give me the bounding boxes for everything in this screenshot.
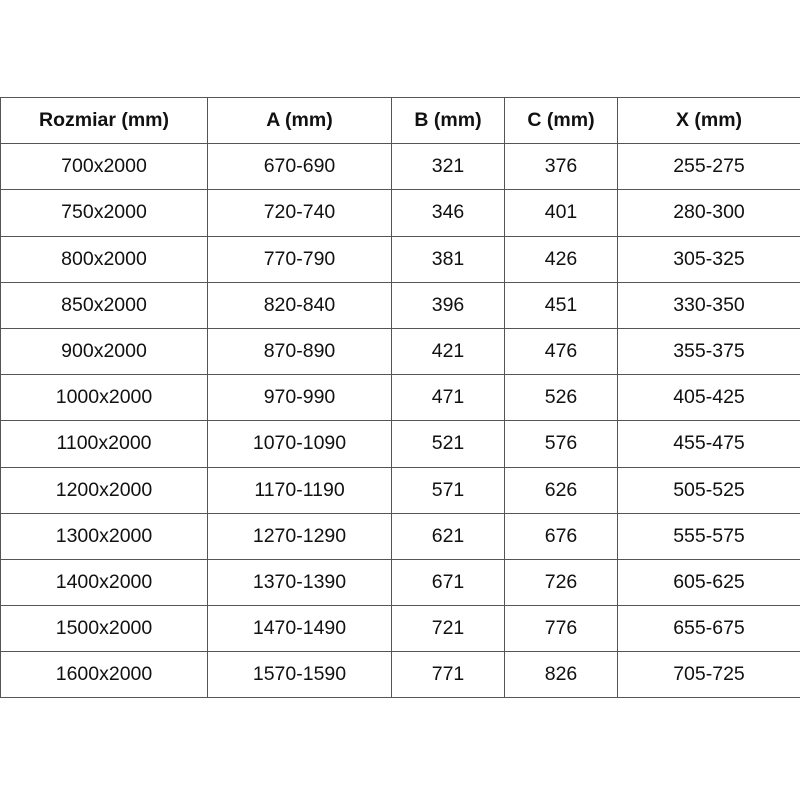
cell-a: 1370-1390 <box>207 558 392 607</box>
cell-b: 421 <box>391 327 505 376</box>
table-row: 1000x2000 970-990 471 526 405-425 <box>0 374 800 422</box>
table-row: 700x2000 670-690 321 376 255-275 <box>0 143 800 191</box>
cell-size: 800x2000 <box>0 235 208 283</box>
cell-b: 521 <box>391 420 505 468</box>
cell-c: 676 <box>504 512 618 560</box>
column-header-size: Rozmiar (mm) <box>0 96 208 145</box>
column-header-x: X (mm) <box>617 96 800 145</box>
cell-b: 671 <box>391 558 505 607</box>
cell-b: 381 <box>391 235 505 283</box>
cell-size: 1000x2000 <box>0 374 208 422</box>
cell-size: 1400x2000 <box>0 558 208 607</box>
cell-b: 471 <box>391 374 505 422</box>
cell-a: 1270-1290 <box>207 512 392 560</box>
cell-size: 1200x2000 <box>0 466 208 514</box>
header-row: Rozmiar (mm) A (mm) B (mm) C (mm) X (mm) <box>0 96 800 145</box>
cell-x: 505-525 <box>617 466 800 514</box>
column-header-b: B (mm) <box>391 96 505 145</box>
cell-b: 621 <box>391 512 505 560</box>
cell-a: 1070-1090 <box>207 420 392 468</box>
cell-c: 726 <box>504 558 618 607</box>
cell-size: 1500x2000 <box>0 605 208 653</box>
cell-b: 346 <box>391 189 505 237</box>
cell-size: 850x2000 <box>0 281 208 329</box>
table-row: 1600x2000 1570-1590 771 826 705-725 <box>0 651 800 699</box>
cell-a: 820-840 <box>207 281 392 329</box>
cell-size: 1600x2000 <box>0 651 208 699</box>
table-row: 850x2000 820-840 396 451 330-350 <box>0 281 800 329</box>
cell-c: 401 <box>504 189 618 237</box>
cell-size: 750x2000 <box>0 189 208 237</box>
cell-c: 376 <box>504 143 618 191</box>
cell-a: 720-740 <box>207 189 392 237</box>
cell-b: 571 <box>391 466 505 514</box>
column-header-a: A (mm) <box>207 96 392 145</box>
cell-a: 870-890 <box>207 327 392 376</box>
cell-c: 526 <box>504 374 618 422</box>
cell-x: 405-425 <box>617 374 800 422</box>
cell-x: 655-675 <box>617 605 800 653</box>
table-row: 1400x2000 1370-1390 671 726 605-625 <box>0 558 800 607</box>
cell-x: 605-625 <box>617 558 800 607</box>
table-row: 900x2000 870-890 421 476 355-375 <box>0 327 800 376</box>
cell-b: 771 <box>391 651 505 699</box>
cell-x: 355-375 <box>617 327 800 376</box>
cell-x: 280-300 <box>617 189 800 237</box>
cell-b: 396 <box>391 281 505 329</box>
cell-c: 776 <box>504 605 618 653</box>
cell-c: 426 <box>504 235 618 283</box>
table-row: 1200x2000 1170-1190 571 626 505-525 <box>0 466 800 514</box>
cell-a: 1570-1590 <box>207 651 392 699</box>
table-row: 1100x2000 1070-1090 521 576 455-475 <box>0 420 800 468</box>
cell-size: 900x2000 <box>0 327 208 376</box>
cell-a: 1170-1190 <box>207 466 392 514</box>
cell-a: 770-790 <box>207 235 392 283</box>
cell-c: 826 <box>504 651 618 699</box>
column-header-c: C (mm) <box>504 96 618 145</box>
cell-c: 451 <box>504 281 618 329</box>
cell-c: 476 <box>504 327 618 376</box>
table-row: 1300x2000 1270-1290 621 676 555-575 <box>0 512 800 560</box>
cell-c: 576 <box>504 420 618 468</box>
cell-c: 626 <box>504 466 618 514</box>
cell-a: 1470-1490 <box>207 605 392 653</box>
cell-x: 305-325 <box>617 235 800 283</box>
cell-size: 700x2000 <box>0 143 208 191</box>
cell-a: 970-990 <box>207 374 392 422</box>
cell-size: 1300x2000 <box>0 512 208 560</box>
cell-a: 670-690 <box>207 143 392 191</box>
cell-x: 455-475 <box>617 420 800 468</box>
cell-x: 330-350 <box>617 281 800 329</box>
cell-b: 721 <box>391 605 505 653</box>
cell-x: 555-575 <box>617 512 800 560</box>
cell-size: 1100x2000 <box>0 420 208 468</box>
cell-x: 705-725 <box>617 651 800 699</box>
cell-x: 255-275 <box>617 143 800 191</box>
dimensions-table: Rozmiar (mm) A (mm) B (mm) C (mm) X (mm) 700… <box>0 96 800 699</box>
table-row: 750x2000 720-740 346 401 280-300 <box>0 189 800 237</box>
table-row: 1500x2000 1470-1490 721 776 655-675 <box>0 605 800 653</box>
table-row: 800x2000 770-790 381 426 305-325 <box>0 235 800 283</box>
cell-b: 321 <box>391 143 505 191</box>
